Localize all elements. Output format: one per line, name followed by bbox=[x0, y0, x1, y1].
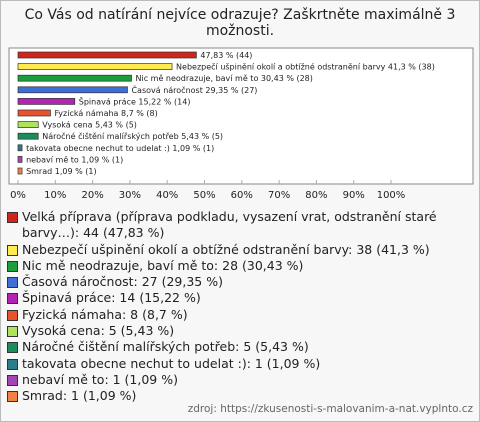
legend-swatch bbox=[7, 358, 18, 370]
legend-swatch bbox=[7, 391, 18, 403]
legend-swatch bbox=[7, 309, 18, 321]
legend-label: Časová náročnost: 27 (29,35 %) bbox=[22, 274, 223, 290]
bar bbox=[17, 144, 23, 152]
x-tick-label: 10% bbox=[44, 190, 66, 201]
bar bbox=[17, 132, 39, 140]
legend-label: takovata obecne nechut to udelat :): 1 (… bbox=[22, 355, 321, 371]
legend-item: Náročné čištění malířských potřeb: 5 (5,… bbox=[7, 339, 473, 355]
legend-swatch bbox=[7, 260, 18, 272]
plot: 0% 10% 20% 30% 40% 50% 60% 70% 80% 90% 100% 47,83 %… bbox=[8, 47, 474, 201]
x-tick-label: 40% bbox=[156, 190, 178, 201]
x-tick-label: 100% bbox=[377, 190, 406, 201]
legend-swatch bbox=[7, 374, 18, 386]
legend-swatch bbox=[7, 342, 18, 354]
bar bbox=[17, 167, 23, 175]
legend-item: Fyzická námaha: 8 (8,7 %) bbox=[7, 307, 473, 323]
legend-item: Nebezpečí ušpinění okolí a obtížné odstr… bbox=[7, 242, 473, 258]
value-label: nebaví mě to 1,09 % (1) bbox=[26, 155, 123, 164]
x-tick-label: 30% bbox=[119, 190, 141, 201]
legend-item: Nic mě neodrazuje, baví mě to: 28 (30,43… bbox=[7, 258, 473, 274]
bar bbox=[17, 63, 173, 70]
bar bbox=[17, 156, 23, 163]
x-tick-label: 0% bbox=[10, 190, 26, 201]
legend-label: nebaví mě to: 1 (1,09 %) bbox=[22, 371, 178, 387]
legend-label: Nic mě neodrazuje, baví mě to: 28 (30,43… bbox=[22, 257, 304, 273]
legend-item: takovata obecne nechut to udelat :): 1 (… bbox=[7, 356, 473, 372]
legend-label: Nebezpečí ušpinění okolí a obtížné odstr… bbox=[22, 241, 430, 257]
value-label: Smrad 1,09 % (1) bbox=[26, 167, 97, 176]
value-label: Špinavá práce 15,22 % (14) bbox=[79, 95, 191, 106]
source: zdroj: https://zkusenosti-s-malovanim-a-… bbox=[187, 403, 473, 415]
bar bbox=[17, 98, 76, 105]
bar bbox=[17, 74, 132, 82]
value-label: Nebezpečí ušpinění okolí a obtížné odstr… bbox=[176, 62, 435, 72]
legend-item: nebaví mě to: 1 (1,09 %) bbox=[7, 372, 473, 388]
value-label: Náročné čištění malířských potřeb 5,43 %… bbox=[42, 131, 223, 141]
chart-title: Co Vás od natírání nejvíce odrazuje? Zaš… bbox=[24, 7, 456, 39]
x-tick-label: 90% bbox=[343, 190, 365, 201]
legend-label: Vysoká cena: 5 (5,43 %) bbox=[22, 323, 175, 339]
x-tick-label: 50% bbox=[193, 190, 215, 201]
value-label: Nic mě neodrazuje, baví mě to 30,43 % (2… bbox=[136, 74, 313, 83]
legend-item: Smrad: 1 (1,09 %) bbox=[7, 388, 473, 404]
legend-swatch bbox=[7, 244, 18, 256]
bar bbox=[17, 86, 128, 94]
legend-label: Fyzická námaha: 8 (8,7 %) bbox=[22, 306, 188, 322]
legend-label: Špinavá práce: 14 (15,22 %) bbox=[22, 290, 201, 306]
legend-item: Časová náročnost: 27 (29,35 %) bbox=[7, 274, 473, 290]
legend-label: Smrad: 1 (1,09 %) bbox=[22, 388, 137, 404]
legend-item: Špinavá práce: 14 (15,22 %) bbox=[7, 290, 473, 306]
bar bbox=[17, 121, 39, 128]
plot-frame bbox=[8, 47, 474, 185]
legend-label: Náročné čištění malířských potřeb: 5 (5,… bbox=[22, 339, 309, 355]
legend-item: Velká příprava (příprava podkladu, vysaz… bbox=[7, 209, 473, 242]
bar bbox=[17, 109, 51, 117]
legend-swatch bbox=[7, 293, 18, 305]
x-tick-label: 70% bbox=[268, 190, 290, 201]
value-label: takovata obecne nechut to udelat :) 1,09… bbox=[26, 144, 214, 153]
legend-swatch bbox=[7, 212, 18, 223]
legend-swatch bbox=[7, 277, 18, 289]
x-tick-label: 20% bbox=[81, 190, 103, 201]
value-label: 47,83 % (44) bbox=[200, 51, 252, 60]
x-tick-label: 80% bbox=[305, 190, 327, 201]
legend-item: Vysoká cena: 5 (5,43 %) bbox=[7, 323, 473, 339]
bar bbox=[17, 51, 197, 59]
legend-swatch bbox=[7, 326, 18, 338]
legend: Velká příprava (příprava podkladu, vysaz… bbox=[7, 209, 473, 405]
value-label: Časová náročnost 29,35 % (27) bbox=[131, 84, 257, 95]
value-label: Fyzická námaha 8,7 % (8) bbox=[54, 109, 157, 118]
legend-label: Velká příprava (příprava podkladu, vysaz… bbox=[22, 209, 437, 241]
value-label: Vysoká cena 5,43 % (5) bbox=[42, 121, 137, 130]
x-tick-label: 60% bbox=[231, 190, 253, 201]
